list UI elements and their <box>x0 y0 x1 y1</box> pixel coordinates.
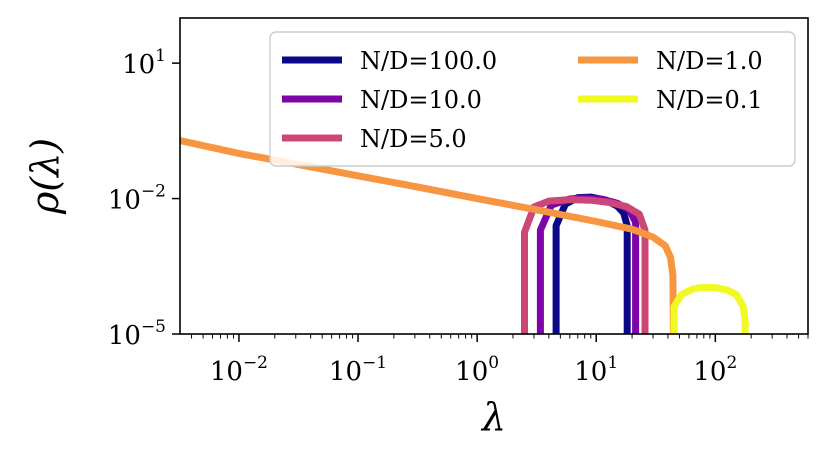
x-tick-label-3: 101 <box>574 353 618 387</box>
x-tick-label-4: 102 <box>693 353 737 387</box>
legend-label-2: N/D=5.0 <box>360 125 467 153</box>
series-line-2 <box>521 196 649 334</box>
legend: N/D=100.0 N/D=10.0 N/D=5.0 N/D=1.0 N/D=0.1 <box>269 31 796 167</box>
legend-box <box>269 31 796 167</box>
x-tick-label-1: 10−1 <box>329 353 387 387</box>
legend-label-3: N/D=1.0 <box>656 47 763 75</box>
x-axis-label: λ <box>480 395 506 439</box>
x-tick-label-2: 100 <box>455 353 499 387</box>
legend-label-4: N/D=0.1 <box>656 86 763 114</box>
y-tick-label-2: 101 <box>122 46 166 80</box>
y-tick-label-0: 10−5 <box>108 317 166 351</box>
legend-entries: N/D=100.0 N/D=10.0 N/D=5.0 N/D=1.0 N/D=0.1 <box>282 47 763 153</box>
legend-label-0: N/D=100.0 <box>360 47 497 75</box>
tick-layer: 10−2 10−1 100 101 102 10−5 10−2 101 <box>108 46 809 387</box>
legend-label-1: N/D=10.0 <box>360 86 482 114</box>
x-tick-label-0: 10−2 <box>210 353 268 387</box>
y-axis-label: ρ(λ) <box>23 138 67 215</box>
y-tick-label-1: 10−2 <box>108 182 166 216</box>
series-line-4 <box>670 283 749 334</box>
series-layer <box>180 136 749 334</box>
series-line-3 <box>180 136 677 334</box>
plot-frame <box>179 17 809 335</box>
